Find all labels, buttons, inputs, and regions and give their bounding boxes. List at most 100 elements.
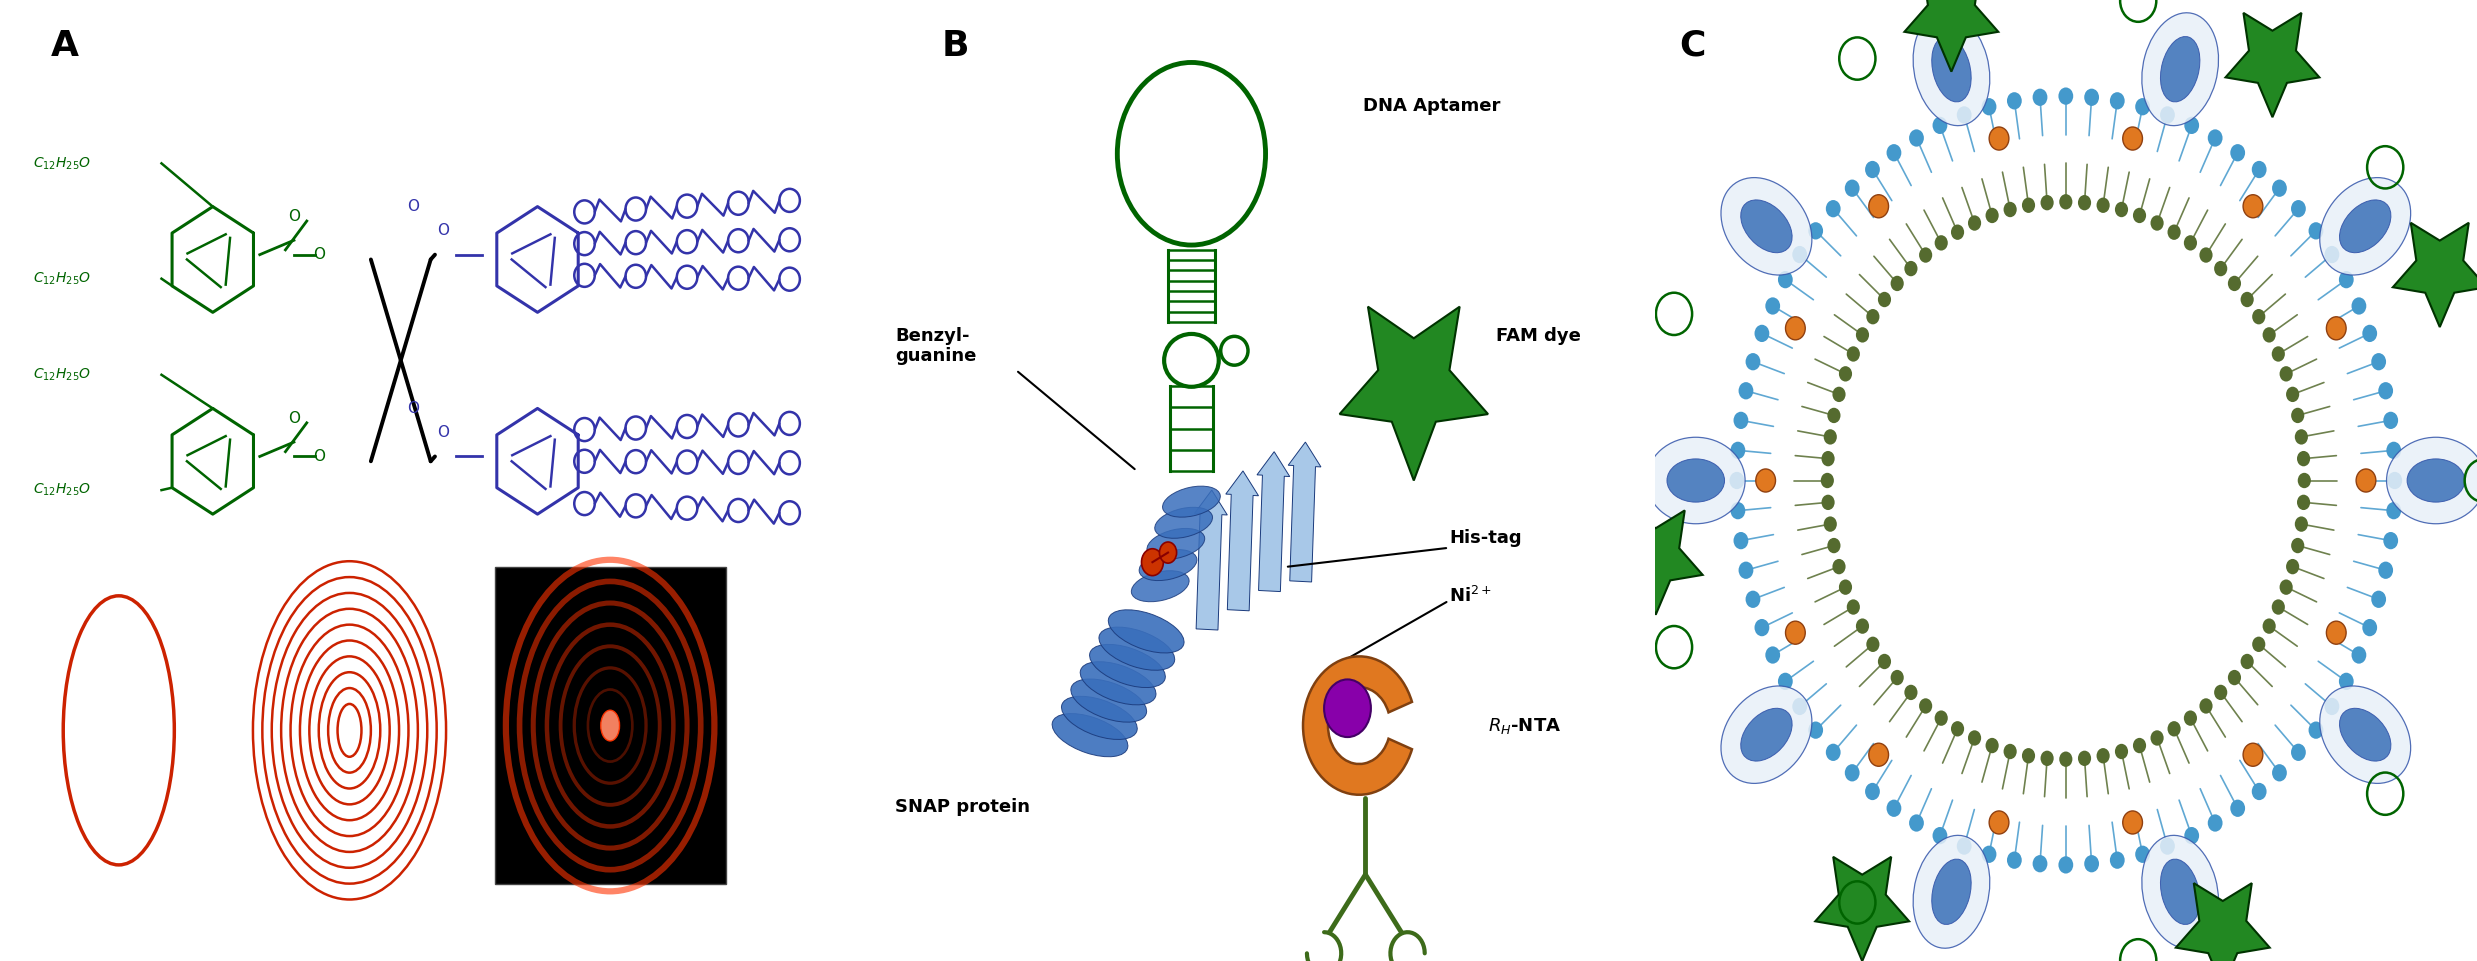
- Circle shape: [2279, 579, 2294, 595]
- Circle shape: [1766, 647, 1781, 664]
- Ellipse shape: [2338, 200, 2390, 253]
- Circle shape: [2351, 297, 2366, 314]
- Circle shape: [2388, 472, 2403, 489]
- Circle shape: [2363, 619, 2378, 636]
- Ellipse shape: [1107, 610, 1184, 653]
- Circle shape: [2150, 215, 2165, 231]
- Circle shape: [2338, 271, 2353, 288]
- Circle shape: [2200, 699, 2212, 714]
- Circle shape: [1865, 160, 1880, 178]
- Circle shape: [2185, 235, 2197, 251]
- Ellipse shape: [2160, 37, 2200, 102]
- Circle shape: [2214, 260, 2227, 276]
- Circle shape: [2200, 247, 2212, 262]
- Circle shape: [1159, 542, 1177, 563]
- Text: SNAP protein: SNAP protein: [894, 799, 1030, 816]
- Circle shape: [2244, 195, 2264, 218]
- Circle shape: [2370, 591, 2385, 608]
- Circle shape: [2058, 194, 2073, 209]
- Circle shape: [2309, 722, 2323, 739]
- Circle shape: [1982, 846, 1996, 863]
- Text: His-tag: His-tag: [1449, 530, 1521, 547]
- Circle shape: [1987, 208, 1999, 223]
- Polygon shape: [1608, 510, 1702, 615]
- Circle shape: [1731, 442, 1746, 459]
- Circle shape: [2271, 600, 2284, 615]
- Circle shape: [2252, 160, 2266, 178]
- Circle shape: [2271, 180, 2286, 197]
- Circle shape: [1731, 502, 1746, 519]
- Circle shape: [2041, 751, 2053, 766]
- Circle shape: [1734, 532, 1749, 550]
- Ellipse shape: [2408, 458, 2465, 502]
- Circle shape: [1821, 473, 1833, 488]
- Text: DNA Aptamer: DNA Aptamer: [1362, 97, 1501, 114]
- Ellipse shape: [1741, 200, 1793, 253]
- Wedge shape: [1303, 656, 1412, 795]
- Circle shape: [2185, 710, 2197, 726]
- Circle shape: [1729, 472, 1744, 489]
- Circle shape: [1910, 814, 1925, 831]
- Circle shape: [2291, 538, 2304, 554]
- Polygon shape: [1905, 0, 1999, 72]
- Circle shape: [2296, 451, 2311, 466]
- Circle shape: [2363, 325, 2378, 342]
- Circle shape: [1982, 98, 1996, 115]
- Circle shape: [2227, 276, 2242, 291]
- Text: O: O: [438, 223, 448, 238]
- Circle shape: [1987, 738, 1999, 753]
- Circle shape: [1756, 469, 1776, 492]
- Circle shape: [1878, 653, 1890, 669]
- Circle shape: [2271, 346, 2284, 361]
- Ellipse shape: [1132, 571, 1189, 602]
- Circle shape: [2123, 127, 2143, 150]
- Circle shape: [1808, 722, 1823, 739]
- Ellipse shape: [1722, 178, 1811, 275]
- Circle shape: [1952, 225, 1964, 240]
- Circle shape: [2309, 222, 2323, 239]
- Circle shape: [2244, 743, 2264, 766]
- Circle shape: [2299, 473, 2311, 488]
- Polygon shape: [2393, 223, 2477, 327]
- Text: C: C: [1679, 29, 1707, 62]
- Ellipse shape: [2143, 12, 2219, 126]
- Circle shape: [2378, 561, 2393, 579]
- Circle shape: [2338, 673, 2353, 690]
- Circle shape: [1868, 743, 1887, 766]
- Circle shape: [1142, 549, 1164, 576]
- Circle shape: [2351, 647, 2366, 664]
- Circle shape: [2110, 851, 2125, 869]
- Circle shape: [2133, 738, 2145, 753]
- Circle shape: [1739, 561, 1754, 579]
- Circle shape: [2291, 407, 2304, 423]
- Circle shape: [1746, 353, 1761, 370]
- Circle shape: [2123, 811, 2143, 834]
- Circle shape: [2356, 469, 2375, 492]
- Circle shape: [1910, 130, 1925, 147]
- Ellipse shape: [1147, 529, 1204, 559]
- Circle shape: [1890, 670, 1905, 685]
- Circle shape: [1778, 673, 1793, 690]
- Circle shape: [2326, 621, 2346, 644]
- Circle shape: [2279, 366, 2294, 382]
- Circle shape: [2323, 246, 2338, 263]
- Circle shape: [2323, 698, 2338, 715]
- Text: $C_{12}H_{25}O$: $C_{12}H_{25}O$: [32, 481, 92, 499]
- Circle shape: [1920, 247, 1932, 262]
- Circle shape: [1935, 235, 1947, 251]
- Text: O: O: [409, 401, 419, 416]
- Ellipse shape: [1912, 12, 1989, 126]
- Circle shape: [1957, 107, 1972, 124]
- Circle shape: [1828, 538, 1840, 554]
- Circle shape: [2227, 670, 2242, 685]
- Polygon shape: [2175, 883, 2269, 961]
- Ellipse shape: [1139, 550, 1196, 580]
- Circle shape: [2041, 195, 2053, 210]
- Ellipse shape: [1063, 697, 1137, 739]
- Circle shape: [1878, 292, 1890, 308]
- Circle shape: [2291, 744, 2306, 761]
- Circle shape: [2286, 386, 2299, 402]
- Circle shape: [1865, 636, 1880, 652]
- Circle shape: [2294, 430, 2309, 445]
- Circle shape: [2252, 309, 2266, 325]
